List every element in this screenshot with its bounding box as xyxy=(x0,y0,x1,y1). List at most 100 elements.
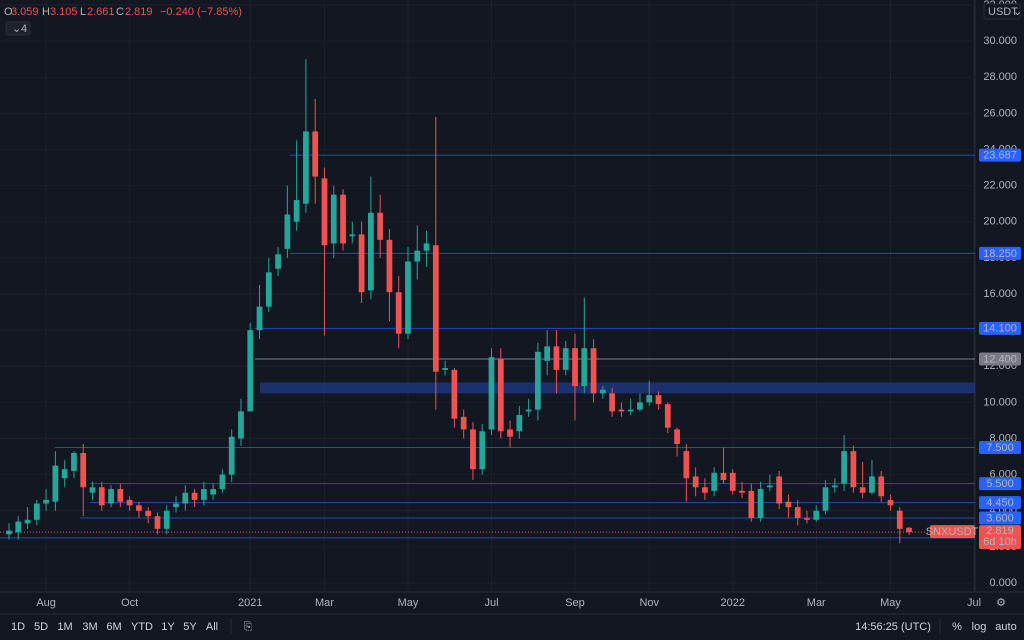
candle-body xyxy=(414,250,421,262)
range-button[interactable]: 1Y xyxy=(161,621,175,633)
level-badge xyxy=(979,511,1021,525)
candle-body xyxy=(293,200,300,222)
candle-body xyxy=(52,465,59,502)
candle-body xyxy=(729,472,736,491)
x-tick-label: Mar xyxy=(807,597,826,609)
level-label: 23.687 xyxy=(983,150,1017,162)
ohlc-value: 2.661 xyxy=(87,6,115,18)
candle-body xyxy=(6,530,12,535)
candle-body xyxy=(89,487,96,493)
candle-body xyxy=(61,469,68,479)
y-tick-label: 22.000 xyxy=(983,180,1017,192)
clock: 14:56:25 (UTC) xyxy=(855,621,931,633)
level-label: 3.600 xyxy=(986,512,1014,524)
level-badge xyxy=(979,477,1021,491)
candle-body xyxy=(33,503,40,520)
level-badge xyxy=(979,352,1021,366)
candle-body xyxy=(210,489,217,495)
supply-zone xyxy=(260,382,975,394)
candle-body xyxy=(655,395,662,405)
x-tick-label: 2021 xyxy=(238,597,262,609)
settings-icon[interactable]: ⚙ xyxy=(996,597,1006,609)
candle-body xyxy=(720,472,727,481)
range-button[interactable]: 5Y xyxy=(183,621,197,633)
candle-body xyxy=(535,351,541,410)
indicator-badge[interactable] xyxy=(5,21,31,36)
candle-body xyxy=(136,505,142,511)
candle-body xyxy=(646,395,653,403)
candle-body xyxy=(432,245,439,372)
x-tick-label: Oct xyxy=(121,597,138,609)
candle-body xyxy=(470,429,476,470)
last-price-badge xyxy=(979,525,1021,550)
level-badge xyxy=(979,496,1021,510)
candle-body xyxy=(599,389,606,394)
range-button[interactable]: 5D xyxy=(34,621,48,633)
candle-body xyxy=(766,485,773,488)
x-tick-label: Mar xyxy=(315,597,334,609)
range-button[interactable]: 1D xyxy=(11,621,25,633)
candle-body xyxy=(702,487,708,493)
ohlc-key: O xyxy=(4,6,13,18)
scale-option[interactable]: log xyxy=(972,621,987,633)
candle-body xyxy=(887,499,894,506)
range-button[interactable]: 3M xyxy=(82,621,97,633)
candle-body xyxy=(590,348,597,394)
candle-body xyxy=(739,490,745,493)
candle-body xyxy=(460,416,467,430)
scale-option[interactable]: auto xyxy=(995,621,1016,633)
currency-select[interactable] xyxy=(983,3,1021,20)
level-label: 18.250 xyxy=(983,248,1017,260)
candle-body xyxy=(200,489,207,500)
candle-body xyxy=(878,476,885,497)
countdown: 6d 10h xyxy=(983,536,1017,548)
candle-body xyxy=(284,214,291,249)
x-tick-label: 2022 xyxy=(721,597,745,609)
level-badge xyxy=(979,246,1021,260)
candle-body xyxy=(340,194,346,244)
level-label: 5.500 xyxy=(986,478,1014,490)
candle-body xyxy=(831,485,838,488)
range-button[interactable]: 1M xyxy=(57,621,72,633)
candle-body xyxy=(349,234,356,237)
goto-date-icon[interactable]: ⎘ xyxy=(244,621,253,633)
ohlc-key: C xyxy=(116,6,124,18)
candle-body xyxy=(126,499,133,506)
level-badge xyxy=(979,148,1021,162)
x-tick-label: Nov xyxy=(639,597,659,609)
candle-body xyxy=(562,348,569,370)
ohlc-value: 3.059 xyxy=(11,6,39,18)
candle-body xyxy=(321,178,328,246)
candle-body xyxy=(553,346,560,370)
candle-body xyxy=(804,517,810,520)
x-tick-label: Aug xyxy=(36,597,56,609)
y-tick-label: 28.000 xyxy=(983,71,1017,83)
candle-body xyxy=(896,510,903,529)
candle-body xyxy=(265,272,272,307)
change: −0.240 (−7.85%) xyxy=(160,6,242,18)
candle-body xyxy=(869,476,875,493)
candle-body xyxy=(238,411,244,439)
candle-body xyxy=(43,499,49,504)
candle-body xyxy=(154,516,161,529)
candle-body xyxy=(182,492,189,504)
level-label: 4.450 xyxy=(986,497,1014,509)
x-tick-label: Sep xyxy=(565,597,585,609)
scale-option[interactable]: % xyxy=(952,621,962,633)
candle-body xyxy=(609,393,616,412)
candle-body xyxy=(24,519,31,524)
level-label: 14.100 xyxy=(983,323,1017,335)
range-button[interactable]: All xyxy=(206,621,218,633)
x-tick-label: Jul xyxy=(967,597,981,609)
candle-body xyxy=(711,472,718,491)
range-button[interactable]: 6M xyxy=(106,621,121,633)
ohlc-value: 3.105 xyxy=(50,6,78,18)
candle-body xyxy=(776,476,783,504)
indicator-toggle[interactable]: ⌄ xyxy=(12,23,21,35)
candle-body xyxy=(544,346,551,361)
candle-body xyxy=(488,357,495,430)
candle-body xyxy=(247,330,254,412)
ohlc-key: H xyxy=(42,6,50,18)
range-button[interactable]: YTD xyxy=(131,621,153,633)
